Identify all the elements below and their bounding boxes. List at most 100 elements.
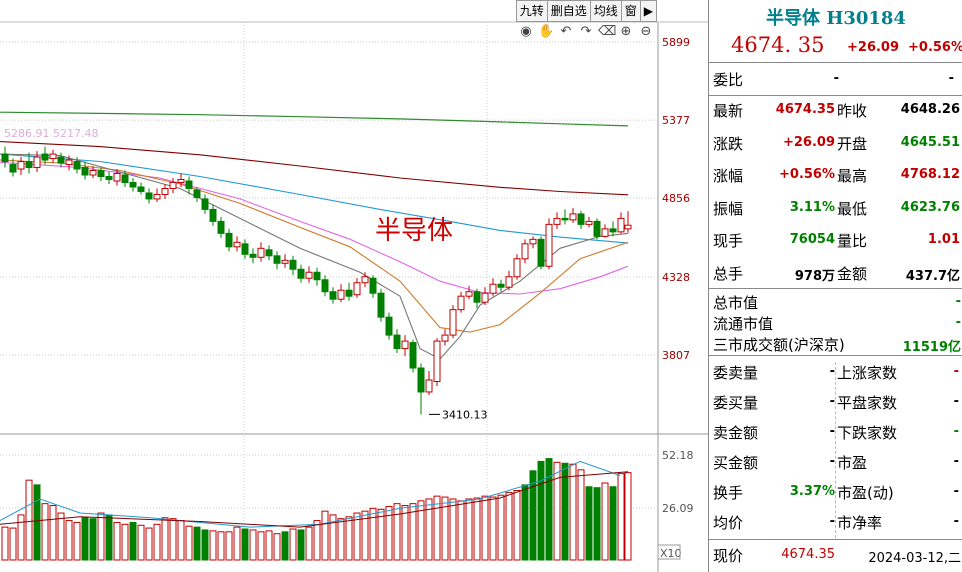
candle — [393, 329, 401, 354]
candle-body — [145, 192, 153, 200]
volume-tick-label: 52.18 — [662, 449, 694, 462]
zoom-out-icon[interactable]: ⊖ — [640, 24, 652, 39]
candle-body — [137, 186, 145, 192]
volume-bar — [369, 507, 377, 561]
candle — [361, 272, 369, 288]
candle — [577, 210, 585, 229]
window-button[interactable]: 窗 — [620, 0, 641, 22]
candle — [1, 146, 9, 168]
candle-body — [529, 238, 537, 245]
candle-body — [169, 181, 177, 189]
stat-value: - — [829, 514, 835, 529]
current-price-value: 4674.35 — [781, 547, 835, 562]
candle-body — [409, 342, 417, 369]
candle-body — [217, 220, 225, 234]
candle-body — [513, 258, 521, 278]
candle — [289, 255, 297, 276]
candle-body — [57, 156, 65, 164]
candle — [329, 287, 337, 304]
moving-average-button[interactable]: 均线 — [589, 0, 622, 22]
market-value: 11519亿 — [902, 340, 961, 355]
candle — [97, 167, 105, 181]
candle-body — [329, 291, 337, 300]
candle — [537, 236, 545, 270]
volume-bar — [169, 518, 177, 561]
volume-bar — [505, 491, 513, 561]
volume-bar — [561, 462, 569, 561]
candle — [513, 254, 521, 280]
candle-body — [537, 238, 545, 267]
redo-icon[interactable]: ↷ — [580, 24, 592, 39]
volume-bar — [385, 505, 393, 561]
last-price: 4674. 35 — [731, 33, 825, 57]
undo-icon[interactable]: ↶ — [560, 24, 572, 39]
candle — [49, 149, 57, 164]
volume-bar — [609, 486, 617, 561]
candle — [9, 158, 17, 177]
volume-bar — [624, 472, 632, 561]
candle-body — [337, 289, 345, 300]
candle — [553, 212, 561, 229]
candle-body — [345, 289, 353, 297]
candle-body — [33, 156, 41, 169]
volume-bar — [353, 512, 361, 561]
stat-value: - — [953, 364, 959, 379]
volume-bar — [553, 461, 561, 561]
candle — [481, 287, 489, 306]
candle — [617, 212, 625, 234]
candle-body — [441, 334, 449, 342]
volume-bar — [209, 530, 217, 561]
candle-body — [593, 220, 601, 237]
candle-body — [25, 161, 33, 169]
candle — [369, 275, 377, 298]
volume-bar — [585, 486, 593, 561]
volume-bar — [265, 530, 273, 561]
volume-bar — [217, 531, 225, 561]
zoom-in-icon[interactable]: ⊕ — [620, 24, 632, 39]
volume-unit-box — [657, 544, 681, 560]
volume-bar — [537, 460, 545, 561]
candle-body — [313, 271, 321, 281]
nine-turn-button[interactable]: 九转 — [515, 0, 548, 22]
volume-bar — [185, 525, 193, 561]
stat-label: 平盘家数 — [837, 394, 898, 412]
candle — [601, 224, 609, 238]
candle — [81, 161, 89, 180]
volume-bar — [1, 526, 9, 561]
candle-body — [417, 367, 425, 393]
candle-body — [225, 232, 233, 248]
candle-body — [17, 161, 25, 170]
candle-body — [89, 170, 97, 176]
candle — [385, 312, 393, 340]
candle — [113, 169, 121, 186]
stat-value: - — [953, 424, 959, 439]
candle — [177, 173, 185, 187]
candle — [129, 178, 137, 192]
candle — [281, 254, 289, 268]
candle — [121, 170, 129, 187]
collapse-panel-icon[interactable]: ▶ — [639, 0, 657, 22]
candle-body — [49, 153, 57, 160]
hand-icon[interactable]: ✋ — [538, 24, 555, 39]
candle-body — [97, 170, 105, 178]
candle — [521, 239, 529, 264]
kline-chart[interactable]: 5286.91 5217.48 3410.13 5899 5377 4856 4328… — [0, 0, 708, 572]
remove-watchlist-button[interactable]: 删自选 — [546, 0, 591, 22]
volume-bar — [513, 490, 521, 561]
candle-body — [601, 228, 609, 237]
market-label: 总市值 — [713, 294, 759, 312]
clear-icon[interactable]: ⌫ — [598, 24, 617, 39]
candle-body — [481, 292, 489, 303]
stat-label: 上涨家数 — [837, 364, 898, 382]
quote-label: 最低 — [837, 199, 868, 218]
candle-body — [257, 247, 265, 258]
candle-body — [393, 334, 401, 350]
stat-value: - — [829, 364, 835, 379]
volume-bar — [201, 529, 209, 561]
candle-body — [153, 193, 161, 200]
candle — [449, 305, 457, 339]
eye-icon[interactable]: ◉ — [520, 24, 532, 39]
ma-value-labels: 5286.91 5217.48 — [4, 127, 98, 140]
quote-label: 昨收 — [837, 102, 868, 120]
chart-toolbar: 九转 删自选 均线 窗 ▶ — [515, 0, 657, 22]
